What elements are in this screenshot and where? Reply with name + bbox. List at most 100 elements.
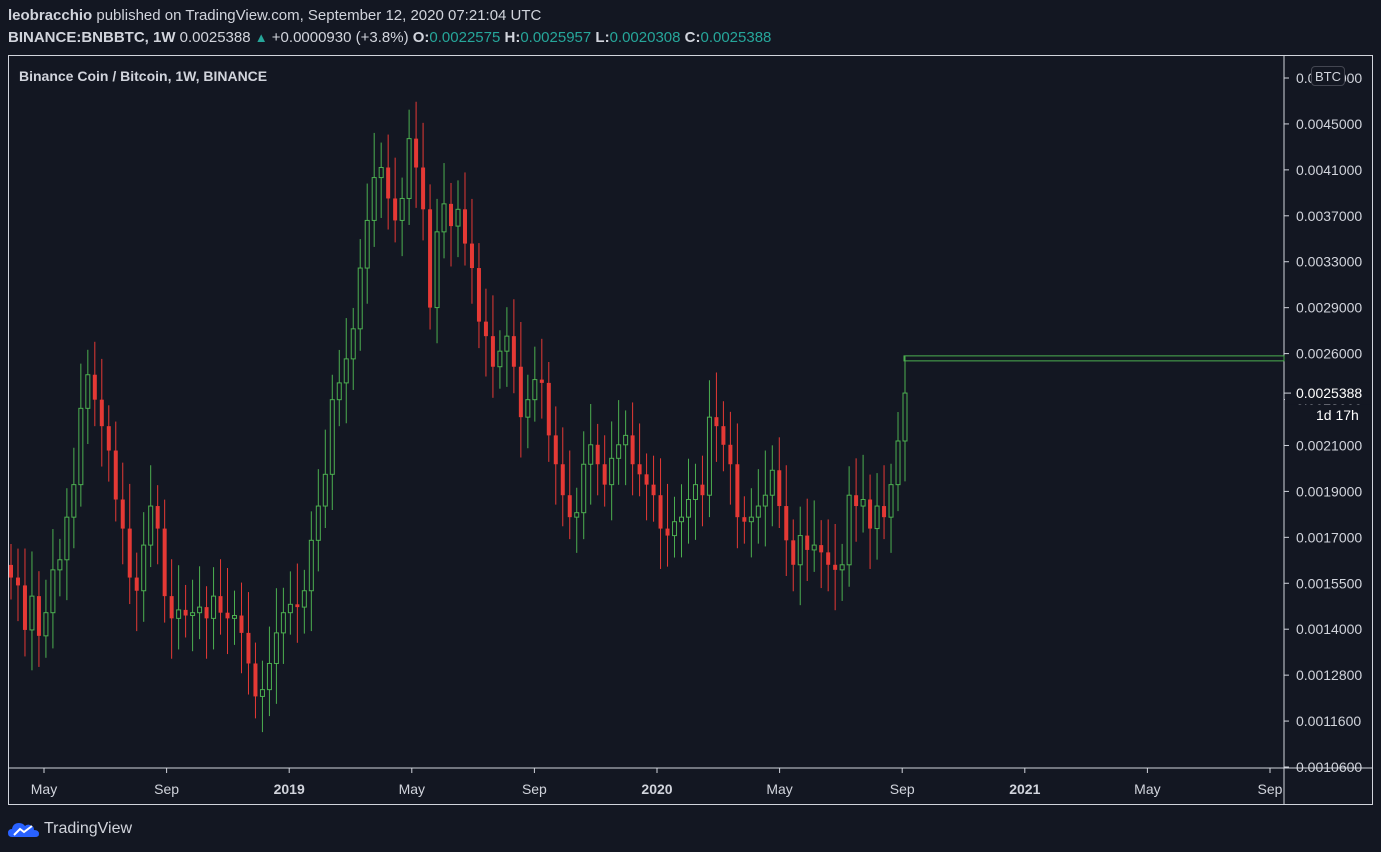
candle-body-down: [805, 535, 810, 550]
brand-name: TradingView: [44, 820, 133, 837]
candle-body-up: [616, 444, 622, 459]
candle-body-up: [434, 231, 440, 309]
candle-body-down: [637, 464, 642, 475]
candle-body-down: [99, 399, 104, 427]
candle-body-down: [414, 138, 419, 168]
candle-body-up: [497, 350, 503, 368]
open-label: O:: [412, 29, 430, 46]
candle-body-down: [819, 545, 824, 553]
candle-body-up: [322, 473, 328, 507]
x-tick-label: Sep: [890, 781, 915, 797]
candle-body-up: [29, 595, 35, 631]
candle-body-down: [36, 596, 41, 636]
candle-body-up: [148, 505, 154, 546]
candle-body-up: [860, 499, 866, 507]
candle-body-up: [532, 379, 538, 401]
candle-body-down: [539, 379, 544, 383]
candle-body-up: [406, 138, 412, 199]
candle-body-up: [846, 494, 852, 566]
candle-body-up: [315, 505, 321, 541]
candle-body-up: [574, 512, 580, 518]
candle-body-up: [797, 535, 803, 566]
candle-body-up: [769, 469, 775, 496]
candle-body-down: [784, 506, 789, 541]
candle-body-up: [43, 612, 49, 637]
tradingview-logo[interactable]: TradingView: [8, 818, 132, 840]
y-tick-label: 0.0045000: [1296, 116, 1362, 132]
candle-body-up: [266, 662, 272, 691]
candle-body-up: [755, 505, 761, 518]
candle-body-down: [665, 528, 670, 536]
candle-body-down: [9, 564, 13, 578]
candle-body-up: [141, 544, 147, 592]
candle-body-down: [127, 528, 132, 578]
y-tick-label: 0.0011600: [1296, 713, 1361, 729]
publish-info: leobracchio published on TradingView.com…: [8, 7, 541, 24]
candle-body-down: [421, 167, 426, 210]
candle-body-down: [462, 209, 467, 244]
candle-body-up: [685, 499, 691, 518]
high-label: H:: [504, 29, 521, 46]
candle-body-down: [204, 607, 209, 619]
candle-body-up: [504, 335, 510, 352]
publisher-name[interactable]: leobracchio: [8, 7, 93, 24]
candle-body-down: [567, 495, 572, 518]
candle-body-down: [120, 499, 125, 529]
candle-body-down: [113, 450, 118, 500]
candle-body-down: [658, 495, 663, 529]
y-tick-label: 0.0017000: [1296, 529, 1362, 545]
candle-body-down: [700, 484, 705, 496]
candle-body-up: [57, 559, 63, 571]
candle-body-up: [308, 539, 314, 592]
currency-badge[interactable]: BTC: [1311, 66, 1345, 86]
candle-body-up: [748, 516, 754, 523]
chart-frame[interactable]: [8, 55, 1373, 805]
candle-body-up: [273, 632, 279, 664]
x-tick-label: May: [399, 781, 425, 797]
candle-body-up: [525, 399, 531, 418]
candle-body-down: [546, 382, 551, 436]
candle-body-down: [644, 474, 649, 485]
candle-body-down: [476, 268, 481, 322]
candle-body-down: [721, 426, 726, 445]
price-change: +0.0000930 (+3.8%): [271, 29, 409, 46]
change-arrow-icon: ▲: [254, 30, 268, 45]
x-tick-label: Sep: [522, 781, 547, 797]
y-tick-label: 0.0021000: [1296, 437, 1362, 453]
candle-body-down: [630, 435, 635, 465]
candle-body-down: [246, 632, 251, 664]
candle-body-down: [225, 612, 230, 619]
y-tick-label: 0.0010600: [1296, 759, 1362, 775]
last-price-label-bg: [1285, 382, 1371, 405]
candle-body-down: [155, 506, 160, 529]
candle-body-down: [518, 366, 523, 418]
candle-body-up: [336, 382, 342, 401]
candle-body-up: [399, 197, 405, 221]
candle-body-down: [728, 444, 733, 465]
candle-body-down: [714, 417, 719, 427]
candle-body-down: [560, 464, 565, 496]
candle-body-up: [357, 267, 363, 330]
y-tick-label: 0.0019000: [1296, 483, 1362, 499]
candle-body-down: [169, 596, 174, 619]
candle-body-up: [902, 392, 908, 442]
candle-body-up: [232, 615, 237, 619]
candle-body-down: [92, 374, 97, 400]
candle-body-down: [868, 499, 873, 529]
x-tick-label: 2019: [274, 781, 305, 797]
chart-title: Binance Coin / Bitcoin, 1W, BINANCE: [19, 68, 268, 84]
candle-body-down: [134, 577, 139, 591]
high-value: 0.0025957: [520, 29, 592, 46]
x-tick-label: 2021: [1009, 781, 1040, 797]
symbol-info: BINANCE:BNBBTC, 1W 0.0025388 ▲ +0.000093…: [8, 29, 771, 46]
y-tick-label: 0.0026000: [1296, 346, 1362, 362]
bar-countdown-label: 1d 17h: [1316, 407, 1359, 423]
candle-body-down: [651, 484, 656, 496]
candle-body-up: [71, 484, 77, 518]
candle-body-up: [301, 590, 307, 608]
candle-body-down: [882, 506, 887, 518]
candle-body-up: [287, 603, 293, 614]
candle-body-up: [190, 612, 196, 617]
candle-body-down: [239, 615, 244, 633]
